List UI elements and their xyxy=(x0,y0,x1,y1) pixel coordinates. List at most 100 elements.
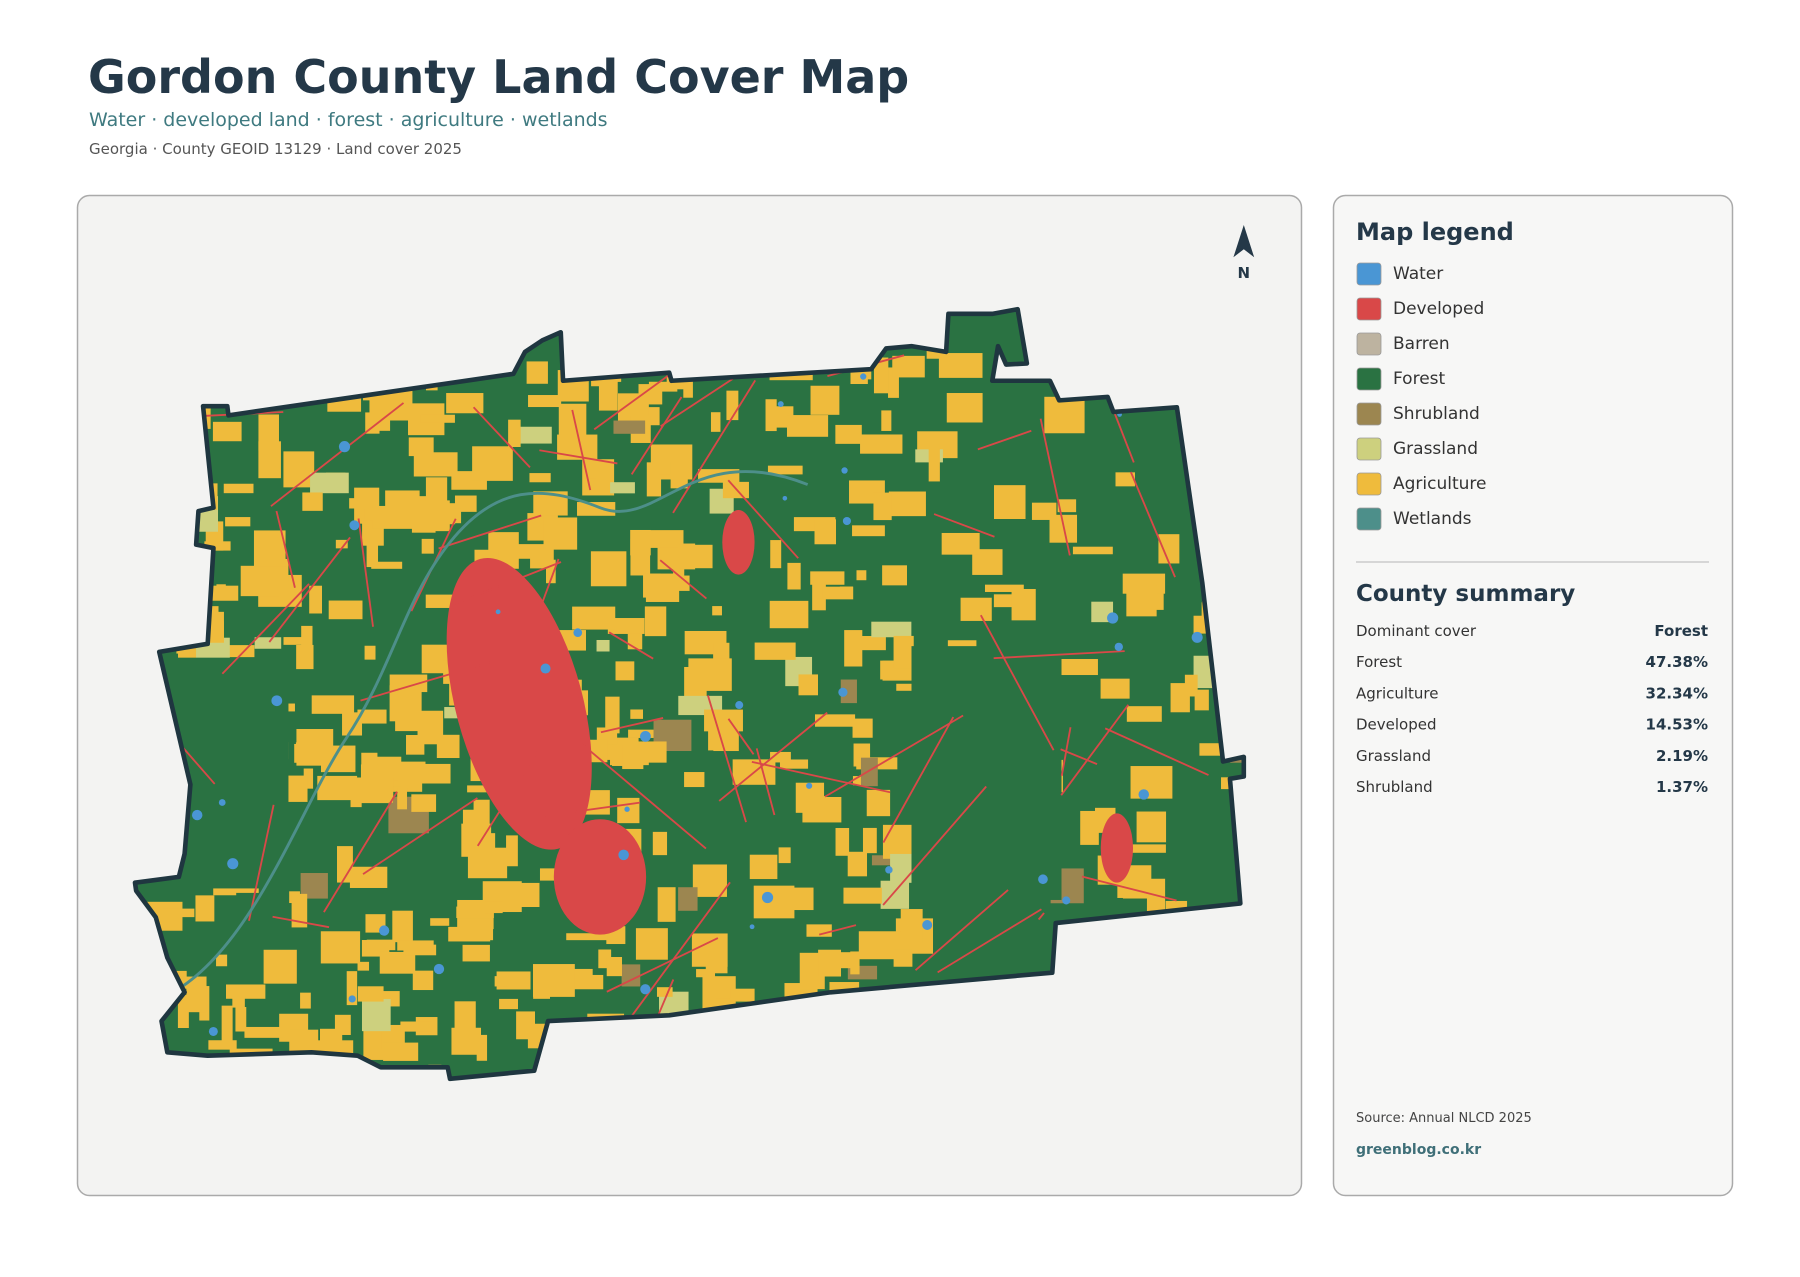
cover-patch xyxy=(778,847,791,864)
cover-patch xyxy=(421,538,434,554)
cover-patch xyxy=(335,539,348,549)
road xyxy=(1104,727,1209,776)
cover-patch xyxy=(779,759,809,769)
cover-patch xyxy=(650,444,693,480)
cover-patch xyxy=(530,549,554,569)
water-body xyxy=(433,963,445,975)
legend-swatch xyxy=(1356,402,1382,426)
cover-patch xyxy=(1057,499,1077,513)
cover-patch xyxy=(364,645,376,660)
cover-patch xyxy=(1054,659,1098,676)
water-body xyxy=(540,663,551,674)
road xyxy=(629,881,731,1020)
water-body xyxy=(573,628,583,637)
cover-patch xyxy=(678,887,698,911)
cover-patch xyxy=(400,1021,433,1032)
cover-patch xyxy=(572,606,616,630)
water-body xyxy=(1107,612,1119,624)
river xyxy=(172,470,809,994)
road xyxy=(755,748,776,816)
road xyxy=(1037,912,1045,921)
cover-patch xyxy=(888,491,926,517)
cover-patch xyxy=(1126,706,1162,722)
cover-patch xyxy=(810,571,845,585)
cover-patch xyxy=(291,893,308,928)
cover-patch xyxy=(1080,810,1099,845)
legend-title: Map legend xyxy=(1356,218,1514,246)
legend-swatch xyxy=(1356,507,1382,531)
cover-patch xyxy=(928,447,940,482)
summary-value: 47.38% xyxy=(1646,653,1708,671)
cover-patch xyxy=(283,451,315,488)
road xyxy=(977,429,1032,451)
water-body xyxy=(777,401,784,408)
road xyxy=(1130,471,1176,578)
road xyxy=(937,908,1042,974)
road xyxy=(718,711,828,802)
road xyxy=(270,402,405,507)
road xyxy=(1060,704,1130,796)
water-body xyxy=(349,520,360,531)
source: Source: Annual NLCD 2025 xyxy=(1356,1111,1532,1126)
cover-patch xyxy=(346,971,358,1006)
legend-label: Shrubland xyxy=(1393,404,1480,424)
legend-label: Wetlands xyxy=(1393,509,1472,529)
cover-patch xyxy=(311,695,355,714)
cover-patch xyxy=(893,635,914,669)
road xyxy=(268,536,351,643)
cover-patch xyxy=(392,910,413,943)
water-body xyxy=(838,687,848,697)
cover-patch xyxy=(862,827,877,854)
water-body xyxy=(218,799,226,806)
road xyxy=(993,650,1125,660)
cover-patch xyxy=(753,885,795,919)
cover-patch xyxy=(802,796,842,823)
water-body xyxy=(618,849,629,861)
summary-label: Shrubland xyxy=(1356,778,1433,796)
cover-patch xyxy=(506,835,518,867)
cover-patch xyxy=(893,949,913,967)
road xyxy=(476,737,547,847)
cover-patch xyxy=(598,379,618,411)
cover-patch xyxy=(678,544,713,569)
map: N xyxy=(132,224,1255,1082)
water-body xyxy=(735,701,744,710)
cover-patch xyxy=(787,562,801,590)
water-body xyxy=(1191,631,1203,643)
road xyxy=(362,797,478,875)
cover-patch xyxy=(847,851,868,877)
cover-patch xyxy=(607,618,645,634)
cover-patch xyxy=(186,976,207,1013)
cover-patch xyxy=(1044,396,1085,434)
cover-patch xyxy=(1011,588,1036,621)
cover-patch xyxy=(684,772,705,788)
cover-patch xyxy=(692,864,727,897)
urban-area xyxy=(446,558,592,850)
cover-patch xyxy=(1158,534,1180,564)
side-panel xyxy=(1332,194,1734,1197)
cover-patch xyxy=(322,936,338,947)
cover-patch xyxy=(630,529,651,556)
cover-patch xyxy=(673,558,685,588)
cover-patch xyxy=(543,517,578,550)
cover-patch xyxy=(873,492,892,521)
cover-patch xyxy=(610,482,635,494)
cover-patch xyxy=(890,853,914,883)
cover-patch xyxy=(835,424,862,444)
road xyxy=(751,760,891,794)
legend-swatch xyxy=(1356,367,1382,391)
cover-patch xyxy=(451,1027,482,1055)
cover-patch xyxy=(162,908,195,918)
legend-label: Forest xyxy=(1393,369,1446,389)
legend-swatch xyxy=(1356,332,1382,356)
cover-patch xyxy=(468,825,479,846)
road xyxy=(727,479,799,559)
cover-patch xyxy=(1194,689,1209,711)
cover-patch xyxy=(411,794,437,812)
cover-patch xyxy=(283,637,305,645)
cover-patch xyxy=(852,776,863,786)
road xyxy=(275,510,296,588)
cover-patch xyxy=(615,661,635,681)
cover-patch xyxy=(645,573,680,602)
cover-patch xyxy=(636,741,667,763)
